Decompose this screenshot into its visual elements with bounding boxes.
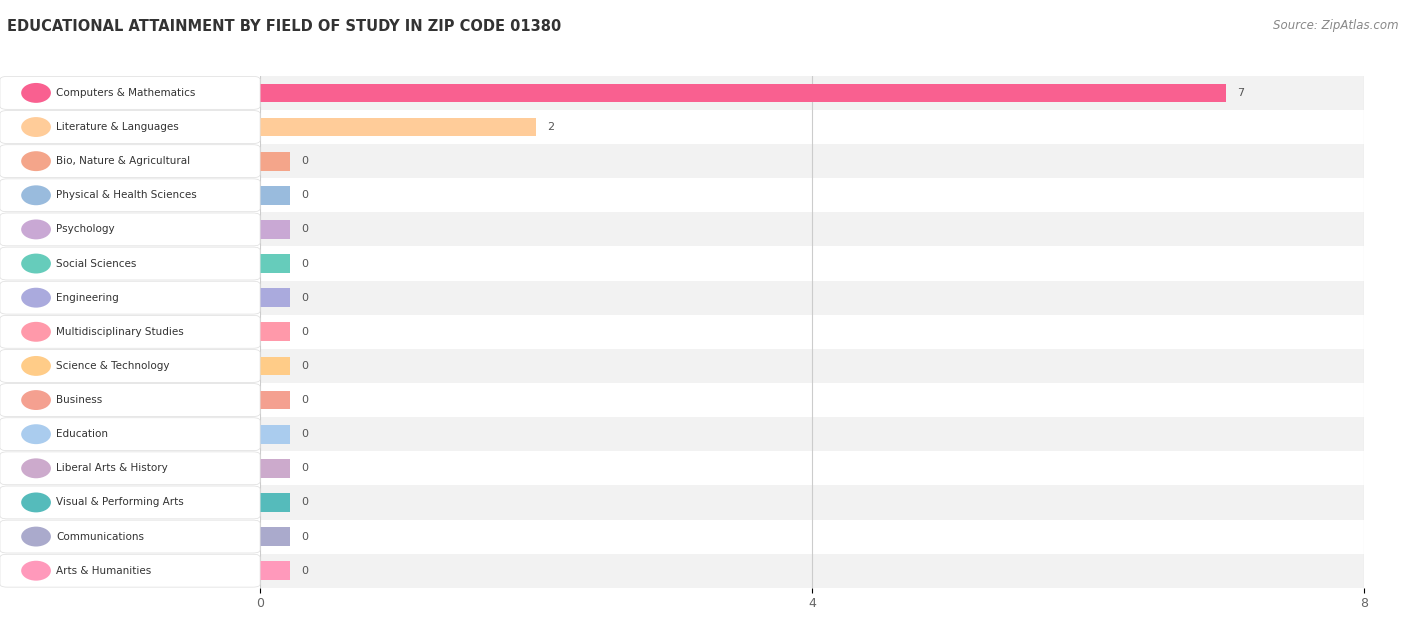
Text: Business: Business	[56, 395, 103, 405]
Text: 0: 0	[301, 429, 308, 439]
Bar	[260, 322, 291, 341]
Bar	[260, 561, 291, 580]
Bar	[260, 493, 291, 512]
Bar	[260, 254, 291, 273]
Text: 0: 0	[301, 395, 308, 405]
Text: Physical & Health Sciences: Physical & Health Sciences	[56, 190, 197, 200]
Bar	[260, 356, 291, 375]
Bar	[260, 83, 1226, 102]
Bar	[260, 349, 1364, 383]
Bar	[260, 186, 291, 205]
Bar	[260, 315, 1364, 349]
Bar	[260, 383, 1364, 417]
Bar	[260, 485, 1364, 520]
Text: Engineering: Engineering	[56, 293, 118, 303]
Bar	[260, 459, 291, 478]
Text: Bio, Nature & Agricultural: Bio, Nature & Agricultural	[56, 156, 190, 166]
Bar	[260, 451, 1364, 485]
Bar	[260, 554, 1364, 588]
Bar	[260, 144, 1364, 178]
Text: 0: 0	[301, 463, 308, 473]
Bar	[260, 178, 1364, 212]
Text: Visual & Performing Arts: Visual & Performing Arts	[56, 497, 184, 507]
Bar	[260, 520, 1364, 554]
Text: 0: 0	[301, 361, 308, 371]
Bar	[260, 425, 291, 444]
Text: 0: 0	[301, 224, 308, 234]
Text: 0: 0	[301, 497, 308, 507]
Bar	[260, 391, 291, 410]
Bar	[260, 152, 291, 171]
Text: Social Sciences: Social Sciences	[56, 258, 136, 269]
Text: EDUCATIONAL ATTAINMENT BY FIELD OF STUDY IN ZIP CODE 01380: EDUCATIONAL ATTAINMENT BY FIELD OF STUDY…	[7, 19, 561, 34]
Bar	[260, 281, 1364, 315]
Text: Multidisciplinary Studies: Multidisciplinary Studies	[56, 327, 184, 337]
Text: Communications: Communications	[56, 532, 143, 542]
Bar	[260, 76, 1364, 110]
Bar	[260, 212, 1364, 246]
Bar	[260, 288, 291, 307]
Bar	[260, 220, 291, 239]
Text: Literature & Languages: Literature & Languages	[56, 122, 179, 132]
Text: 0: 0	[301, 156, 308, 166]
Text: 0: 0	[301, 327, 308, 337]
Text: 0: 0	[301, 258, 308, 269]
Text: Source: ZipAtlas.com: Source: ZipAtlas.com	[1274, 19, 1399, 32]
Text: Computers & Mathematics: Computers & Mathematics	[56, 88, 195, 98]
Text: 0: 0	[301, 293, 308, 303]
Bar	[260, 110, 1364, 144]
Text: Arts & Humanities: Arts & Humanities	[56, 566, 150, 576]
Bar	[260, 417, 1364, 451]
Text: Psychology: Psychology	[56, 224, 114, 234]
Text: Liberal Arts & History: Liberal Arts & History	[56, 463, 167, 473]
Text: 2: 2	[547, 122, 554, 132]
Text: 7: 7	[1237, 88, 1244, 98]
Text: Education: Education	[56, 429, 108, 439]
Text: 0: 0	[301, 532, 308, 542]
Text: Science & Technology: Science & Technology	[56, 361, 169, 371]
Bar	[260, 527, 291, 546]
Bar	[260, 118, 536, 137]
Text: 0: 0	[301, 190, 308, 200]
Bar	[260, 246, 1364, 281]
Text: 0: 0	[301, 566, 308, 576]
